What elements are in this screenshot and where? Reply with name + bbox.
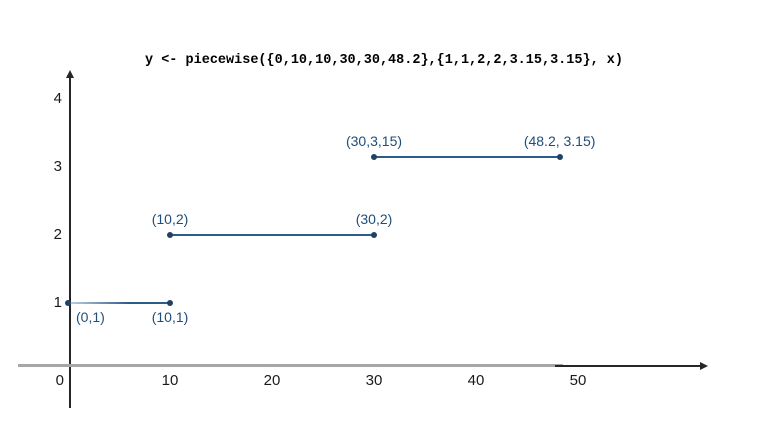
y-tick-label: 1 <box>53 294 62 311</box>
x-axis-arrow-icon <box>700 362 708 370</box>
y-axis <box>69 78 71 408</box>
plot-segment <box>68 302 170 304</box>
data-point <box>371 153 377 160</box>
plot-segment <box>374 155 560 158</box>
data-point <box>167 232 173 238</box>
data-point <box>556 153 563 160</box>
x-tick-label: 50 <box>569 372 587 389</box>
data-point <box>167 300 173 306</box>
x-axis-tip <box>555 365 702 367</box>
point-label: (30,3,15) <box>345 132 403 149</box>
data-point <box>371 232 377 238</box>
x-tick-label: 30 <box>365 372 383 389</box>
data-point <box>65 300 71 306</box>
point-label: (0,1) <box>76 309 105 325</box>
x-tick-label: 40 <box>467 372 485 389</box>
x-tick-label: 10 <box>161 372 179 389</box>
point-label: (10,2) <box>151 211 189 227</box>
y-axis-arrow-icon <box>66 70 74 78</box>
point-label: (10,1) <box>151 309 189 325</box>
point-label: (48.2, 3.15) <box>523 132 596 149</box>
plot-title: y <- piecewise({0,10,10,30,30,48.2},{1,1… <box>145 53 623 68</box>
point-label: (30,2) <box>355 211 393 227</box>
x-axis <box>18 364 563 367</box>
plot-segment <box>170 234 374 236</box>
y-tick-label: 2 <box>53 226 62 243</box>
x-tick-label: 20 <box>263 372 281 389</box>
y-tick-label: 3 <box>53 158 62 175</box>
y-tick-label: 4 <box>53 90 62 107</box>
origin-label: 0 <box>55 372 64 389</box>
